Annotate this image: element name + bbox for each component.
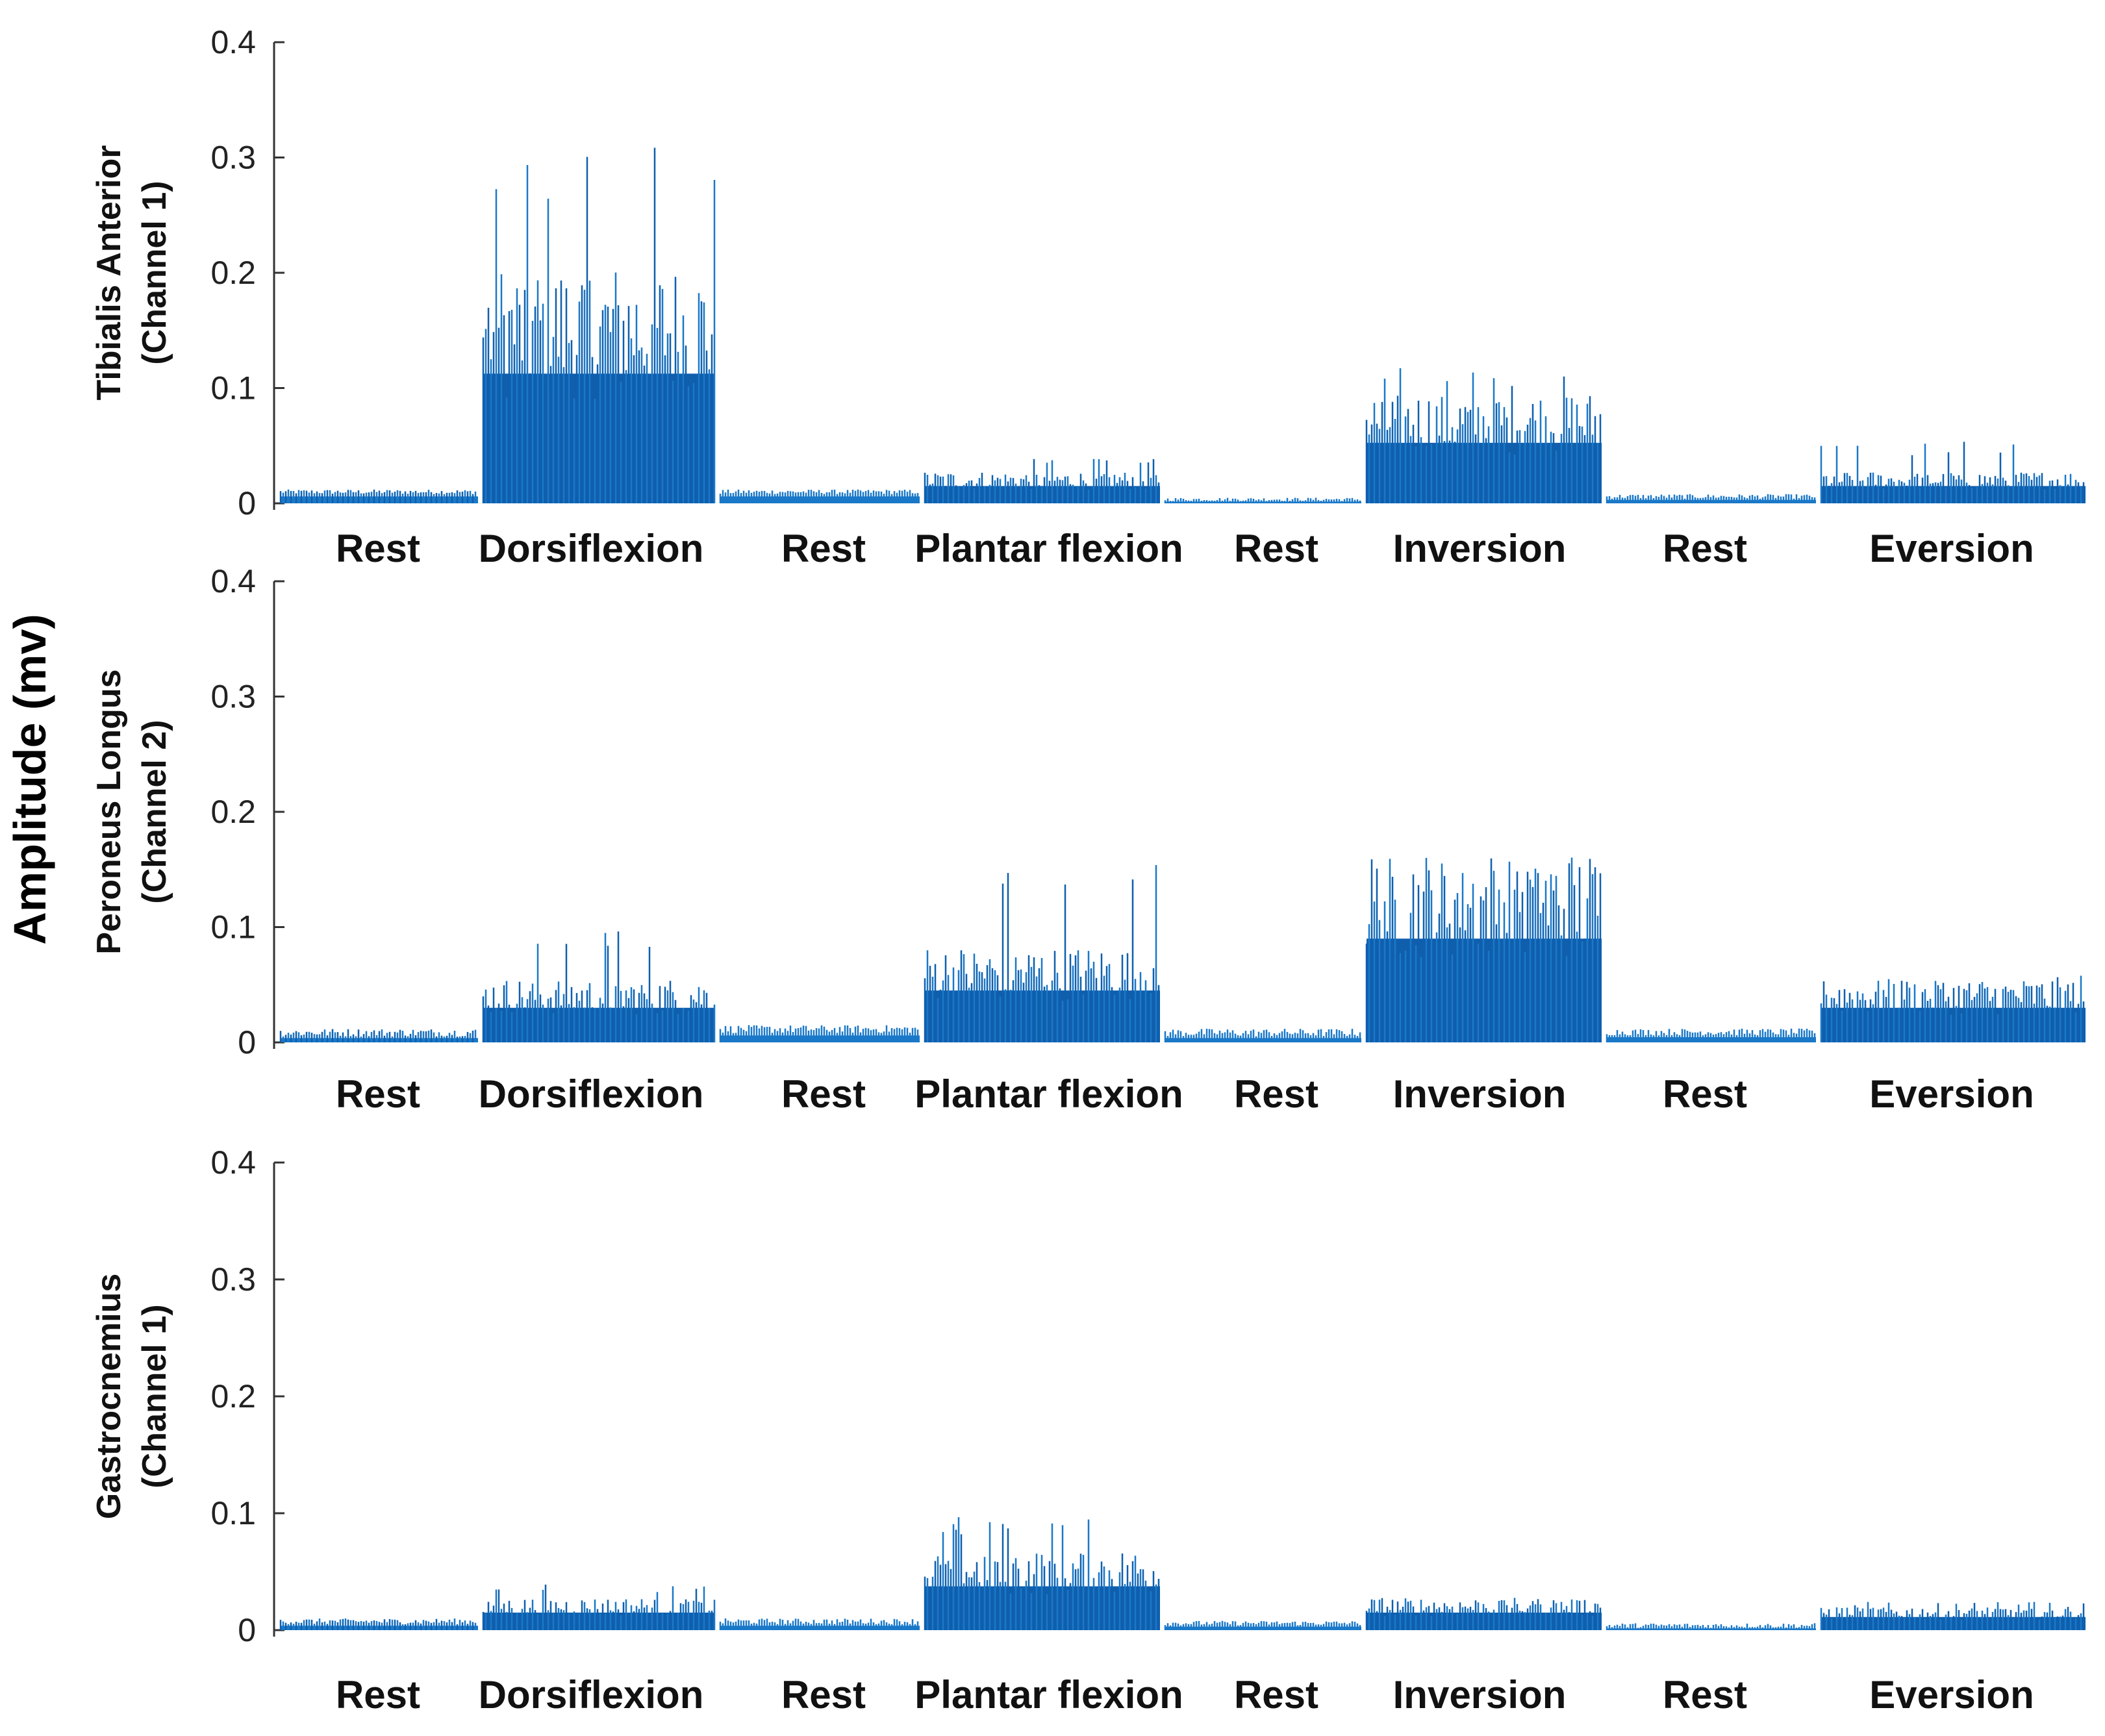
y-tick-label: 0.4 xyxy=(210,563,256,599)
segment-signal-4 xyxy=(924,459,1160,503)
segment-label: Inversion xyxy=(1393,527,1567,570)
y-tick-label: 0.2 xyxy=(210,255,256,291)
y-tick-label: 0.1 xyxy=(210,1495,256,1531)
segment-label: Dorsiflexion xyxy=(479,1072,704,1116)
y-tick-label: 0.1 xyxy=(210,909,256,946)
segment-label: Rest xyxy=(781,1673,866,1717)
segment-label: Rest xyxy=(336,527,420,570)
panel-gastrocnemius: 0 0.1 0.2 0.3 0.4 Gastrocnemius (Channel 1) Res… xyxy=(90,1144,2086,1717)
signal-core xyxy=(720,496,920,503)
segment-label: Eversion xyxy=(1869,527,2034,570)
segment-signal-8 xyxy=(1820,975,2086,1042)
panel-y-label-muscle: Gastrocnemius xyxy=(90,1274,128,1520)
segment-signal-7 xyxy=(1606,1028,1816,1042)
y-tick-label: 0.2 xyxy=(210,794,256,830)
panel-y-label-muscle: Tibialis Anterior xyxy=(90,145,128,401)
segment-label: Plantar flexion xyxy=(914,1673,1183,1717)
segment-signal-3 xyxy=(719,1618,920,1630)
segment-label: Rest xyxy=(1663,527,1747,570)
segment-signal-1 xyxy=(279,1029,478,1042)
segment-signal-2 xyxy=(482,931,716,1042)
segment-signal-8 xyxy=(1820,1602,2086,1630)
segment-signal-6 xyxy=(1365,857,1602,1042)
panel-y-label-channel: (Channel 2) xyxy=(136,720,173,903)
signal-core xyxy=(720,1035,920,1042)
segment-signal-1 xyxy=(279,489,478,503)
segment-label: Rest xyxy=(1663,1072,1747,1116)
segment-signal-4 xyxy=(924,865,1160,1042)
y-tick-label: 0 xyxy=(238,485,256,522)
segment-signal-8 xyxy=(1820,442,2086,503)
segment-label: Rest xyxy=(1234,1072,1318,1116)
segment-label: Inversion xyxy=(1393,1673,1567,1717)
y-tick-label: 0.4 xyxy=(210,1144,256,1181)
segment-label: Eversion xyxy=(1869,1072,2034,1116)
signal-core xyxy=(720,1626,920,1630)
y-tick-label: 0 xyxy=(238,1024,256,1061)
segment-label: Rest xyxy=(781,527,866,570)
panel-tibialis-anterior: 0 0.1 0.2 0.3 0.4 Tibialis Anterior (Channel 1… xyxy=(90,24,2086,570)
segment-label: Rest xyxy=(1234,527,1318,570)
y-tick-label: 0 xyxy=(238,1612,256,1648)
segment-signal-6 xyxy=(1365,1598,1602,1630)
segment-signal-7 xyxy=(1606,494,1816,503)
segment-signal-5 xyxy=(1164,1029,1361,1042)
segment-label: Dorsiflexion xyxy=(479,527,704,570)
segment-label: Rest xyxy=(1234,1673,1318,1717)
segment-signal-2 xyxy=(482,1584,716,1630)
global-y-axis-label: Amplitude (mv) xyxy=(5,614,55,944)
segment-signal-3 xyxy=(719,489,920,503)
segment-signal-5 xyxy=(1164,1620,1361,1630)
segment-label: Rest xyxy=(336,1673,420,1717)
panel-y-label-channel: (Channel 1) xyxy=(136,181,173,364)
panel-peroneus-longus: 0 0.1 0.2 0.3 0.4 Peroneus Longus (Channel 2) R… xyxy=(90,563,2086,1116)
y-tick-label: 0.2 xyxy=(210,1378,256,1415)
panel-y-label-channel: (Channel 1) xyxy=(136,1304,173,1488)
segment-label: Eversion xyxy=(1869,1673,2034,1717)
segment-label: Rest xyxy=(781,1072,866,1116)
segment-signal-7 xyxy=(1606,1623,1816,1630)
segment-signal-5 xyxy=(1164,497,1361,503)
segment-signal-3 xyxy=(719,1025,920,1042)
segment-label: Rest xyxy=(1663,1673,1747,1717)
segment-signal-1 xyxy=(279,1618,478,1630)
segment-label: Plantar flexion xyxy=(914,527,1183,570)
y-tick-label: 0.3 xyxy=(210,1261,256,1298)
panel-y-label-muscle: Peroneus Longus xyxy=(90,669,128,954)
segment-signal-4 xyxy=(924,1517,1160,1630)
y-tick-label: 0.4 xyxy=(210,24,256,60)
segment-label: Plantar flexion xyxy=(914,1072,1183,1116)
y-tick-label: 0.3 xyxy=(210,140,256,176)
y-tick-label: 0.1 xyxy=(210,370,256,407)
segment-signal-2 xyxy=(482,147,716,503)
segment-label: Rest xyxy=(336,1072,420,1116)
segment-signal-6 xyxy=(1365,368,1602,503)
y-tick-label: 0.3 xyxy=(210,679,256,715)
segment-label: Dorsiflexion xyxy=(479,1673,704,1717)
segment-label: Inversion xyxy=(1393,1072,1567,1116)
